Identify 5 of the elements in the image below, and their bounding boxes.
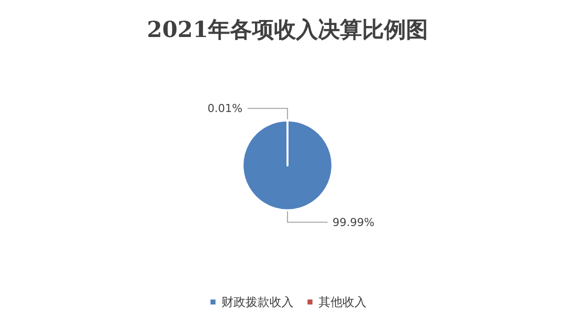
data-label: 99.99%: [332, 216, 374, 229]
legend-label: 财政拨款收入: [222, 295, 294, 309]
data-label: 0.01%: [208, 102, 242, 115]
legend-label: 其他收入: [318, 295, 366, 309]
chart-title: 2021年各项收入决算比例图: [146, 17, 428, 43]
